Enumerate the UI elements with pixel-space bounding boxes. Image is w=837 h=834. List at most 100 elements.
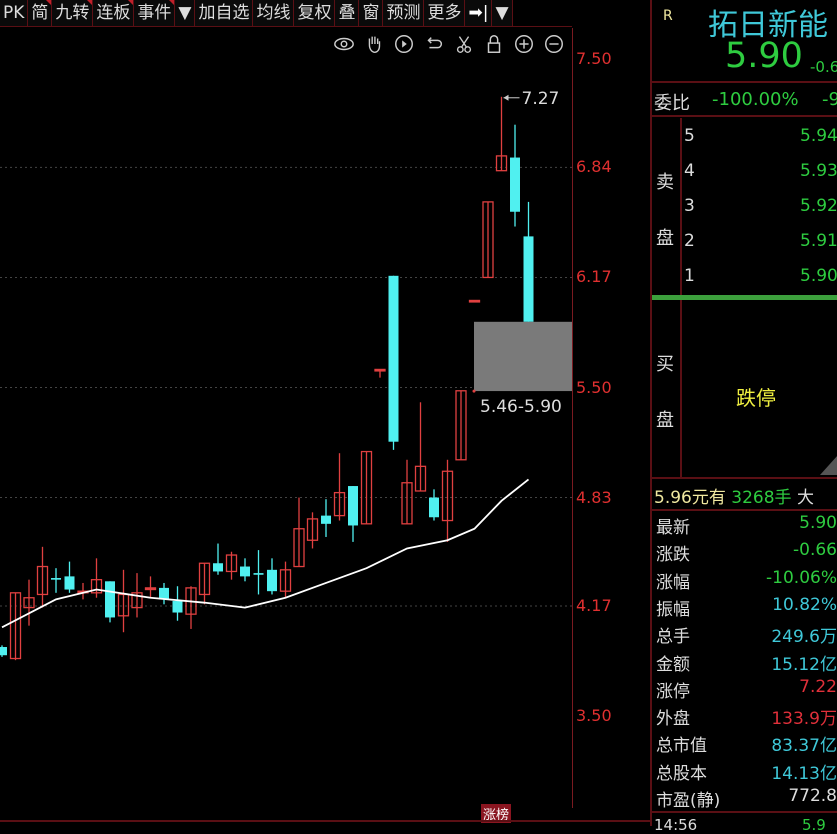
big-order-qty: 3268手: [731, 488, 792, 508]
toolbar-button[interactable]: 加自选: [195, 0, 254, 26]
ask-price: 5.94: [800, 126, 837, 146]
candle-body-up: [306, 518, 319, 541]
current-price: 5.90: [725, 36, 803, 76]
y-tick-label: 5.50: [576, 377, 612, 397]
stat-label: 最新: [656, 518, 690, 538]
stat-label: 总股本: [656, 763, 707, 784]
candle-body-up: [360, 450, 373, 525]
y-tick-label: 4.83: [576, 487, 612, 507]
weibi-diff: -9: [822, 89, 837, 110]
price-change: -0.6: [810, 58, 837, 76]
zoom-out-icon[interactable]: [542, 32, 566, 56]
candle-body-down: [321, 515, 331, 524]
sell-label: 盘: [656, 228, 674, 249]
ask-level: 5: [684, 126, 695, 146]
toolbar-button[interactable]: PK: [0, 0, 29, 26]
divider: [652, 115, 837, 117]
replay-icon[interactable]: [392, 32, 416, 56]
zoom-in-icon[interactable]: [512, 32, 536, 56]
stat-label: 涨停: [656, 681, 690, 702]
toolbar-button[interactable]: 复权: [294, 0, 336, 26]
rank-tag[interactable]: 涨榜: [481, 804, 512, 823]
weibi-value: -100.00%: [712, 89, 799, 110]
toolbar-button[interactable]: 叠: [335, 0, 360, 26]
eye-icon[interactable]: [332, 32, 356, 56]
y-tick-label: 6.84: [576, 157, 612, 177]
stat-value: 5.90: [799, 513, 837, 533]
stat-label: 外盘: [656, 709, 690, 730]
candle-body-down: [105, 581, 115, 618]
candle-body-up: [279, 569, 292, 592]
panel-divider: [650, 0, 652, 826]
candle-body-down: [172, 601, 183, 613]
divider: [652, 509, 837, 511]
candle-body-down: [0, 647, 7, 656]
candle-body-up: [144, 587, 157, 591]
lock-icon[interactable]: [482, 32, 506, 56]
expand-triangle-icon[interactable]: [820, 455, 837, 475]
hand-icon[interactable]: [362, 32, 386, 56]
candle-body-down: [240, 566, 250, 577]
divider: [652, 477, 837, 479]
candle-body-down: [429, 497, 439, 518]
toolbar-button[interactable]: 简: [28, 0, 53, 26]
market-badge: R: [663, 8, 673, 24]
y-tick-label: 4.17: [576, 595, 612, 615]
candle-body-up: [468, 299, 481, 303]
y-tick-label: 3.50: [576, 706, 612, 725]
stat-value: 133.9万: [771, 709, 837, 730]
toolbar-button[interactable]: 九转: [52, 0, 94, 26]
toolbar-button[interactable]: 事件: [134, 0, 176, 26]
candle-body-down: [348, 486, 358, 526]
candle-body-down: [267, 569, 277, 592]
weibi-label: 委比: [654, 93, 690, 114]
stat-row: 金额 15.12亿: [656, 650, 837, 677]
toolbar-button[interactable]: 更多: [424, 0, 466, 26]
chart-tool-icons: [332, 32, 566, 56]
limit-down-status: 跌停: [736, 386, 776, 410]
buy-label: 盘: [656, 410, 674, 431]
toolbar-button[interactable]: 均线: [253, 0, 295, 26]
stat-label: 总市值: [656, 736, 707, 757]
ask-level: 2: [684, 231, 695, 251]
candle-body-down: [159, 587, 169, 600]
ask-level: 3: [684, 196, 695, 216]
stat-row: 市盈(静) 772.8: [656, 786, 837, 813]
undo-icon[interactable]: [422, 32, 446, 56]
big-order-price: 5.96元有: [654, 488, 726, 508]
toolbar-button[interactable]: 预测: [383, 0, 425, 26]
toolbar-button[interactable]: ➡|: [465, 0, 493, 26]
candle-body-up: [293, 528, 305, 568]
ask-level: 1: [684, 266, 695, 286]
price-range-box: [474, 321, 572, 392]
stat-row: 最新 5.90: [656, 513, 837, 540]
big-order-suffix: 大: [796, 488, 814, 508]
stat-value: 15.12亿: [771, 654, 837, 675]
candle-body-up: [9, 592, 22, 660]
range-label: 5.46-5.90: [480, 397, 562, 417]
toolbar-button[interactable]: 窗: [359, 0, 384, 26]
stat-row: 振幅 10.82%: [656, 595, 837, 622]
toolbar-button[interactable]: ▼: [492, 0, 513, 26]
stat-value: 772.8: [788, 786, 837, 806]
scissors-icon[interactable]: [452, 32, 476, 56]
sell-label: 卖: [656, 172, 674, 193]
candle-body-up: [36, 565, 49, 596]
candle-body-up: [198, 562, 211, 596]
toolbar-button[interactable]: 连板: [93, 0, 135, 26]
stat-value: -10.06%: [766, 567, 837, 588]
candle-body-down: [510, 157, 520, 212]
divider: [652, 81, 837, 83]
stat-row: 总股本 14.13亿: [656, 759, 837, 786]
stat-row: 涨停 7.22: [656, 677, 837, 704]
candle-body-down: [64, 576, 75, 590]
stat-value: 7.22: [799, 676, 837, 697]
candlestick-chart[interactable]: 5.46-5.90 7.27: [0, 28, 572, 820]
candle-body-down: [253, 573, 264, 575]
stat-label: 总手: [656, 627, 690, 648]
toolbar-button[interactable]: ▼: [175, 0, 196, 26]
candle-body-down: [523, 236, 534, 322]
stat-value: -0.66: [793, 540, 837, 561]
ask-price: 5.93: [800, 161, 837, 181]
tick-time: 14:56: [654, 816, 698, 834]
